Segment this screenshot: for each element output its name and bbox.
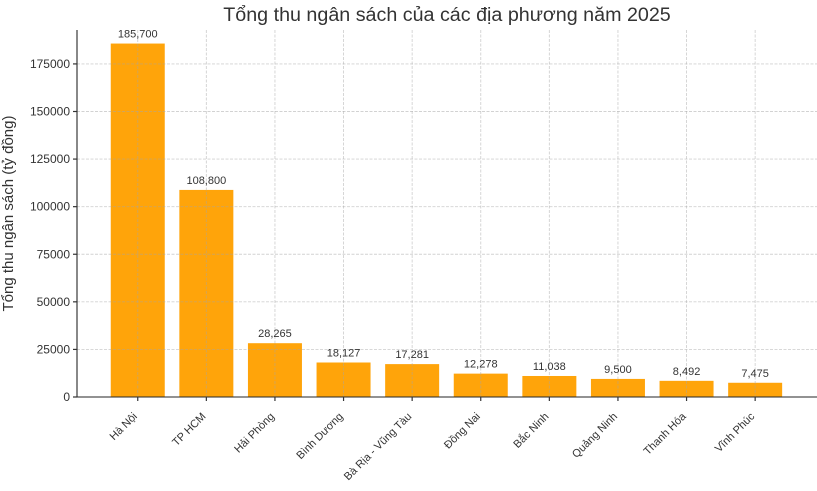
svg-text:18,127: 18,127 (327, 348, 361, 360)
svg-text:Hà Nội: Hà Nội (108, 411, 140, 443)
svg-text:185,700: 185,700 (118, 29, 158, 41)
svg-text:100000: 100000 (30, 200, 70, 214)
svg-text:50000: 50000 (37, 295, 71, 309)
svg-text:9,500: 9,500 (604, 364, 632, 376)
svg-text:125000: 125000 (30, 152, 70, 166)
svg-text:108,800: 108,800 (186, 175, 226, 187)
svg-text:11,038: 11,038 (533, 361, 566, 373)
svg-text:0: 0 (63, 390, 70, 404)
svg-text:Quảng Ninh: Quảng Ninh (570, 411, 620, 461)
svg-text:Đồng Nai: Đồng Nai (442, 411, 483, 452)
svg-text:12,278: 12,278 (464, 359, 498, 371)
svg-text:8,492: 8,492 (673, 366, 701, 378)
svg-text:150000: 150000 (30, 105, 70, 119)
svg-text:Bà Rịa - Vũng Tàu: Bà Rịa - Vũng Tàu (342, 411, 414, 483)
svg-text:Hải Phòng: Hải Phòng (232, 411, 277, 456)
svg-text:28,265: 28,265 (258, 328, 292, 340)
svg-text:Bình Dương: Bình Dương (294, 411, 345, 462)
svg-text:Bắc Ninh: Bắc Ninh (511, 410, 552, 451)
svg-text:Thanh Hóa: Thanh Hóa (642, 410, 690, 458)
svg-text:TP HCM: TP HCM (170, 411, 208, 449)
svg-text:25000: 25000 (37, 342, 71, 356)
svg-text:Tổng thu ngân sách của các địa: Tổng thu ngân sách của các địa phương nă… (223, 4, 671, 26)
svg-text:175000: 175000 (30, 57, 70, 71)
svg-text:7,475: 7,475 (741, 368, 769, 380)
svg-text:75000: 75000 (37, 247, 71, 261)
svg-text:Vĩnh Phúc: Vĩnh Phúc (713, 410, 758, 455)
svg-text:17,281: 17,281 (395, 349, 429, 361)
svg-text:Tổng thu ngân sách (tỷ đồng): Tổng thu ngân sách (tỷ đồng) (0, 116, 17, 312)
